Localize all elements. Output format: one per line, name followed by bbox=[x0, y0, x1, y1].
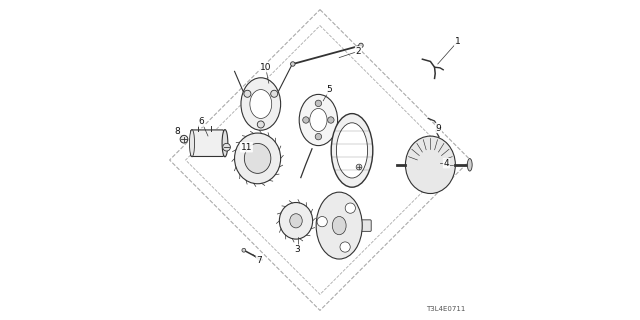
Text: 5: 5 bbox=[327, 85, 332, 94]
Ellipse shape bbox=[241, 78, 280, 130]
Text: 6: 6 bbox=[199, 117, 204, 126]
Ellipse shape bbox=[235, 133, 281, 184]
Circle shape bbox=[345, 203, 355, 213]
Ellipse shape bbox=[250, 90, 272, 118]
Circle shape bbox=[242, 248, 246, 252]
Text: 9: 9 bbox=[436, 124, 441, 132]
Ellipse shape bbox=[332, 217, 346, 235]
Text: 1: 1 bbox=[455, 37, 460, 46]
Circle shape bbox=[328, 117, 334, 123]
Text: 7: 7 bbox=[257, 256, 262, 265]
Ellipse shape bbox=[332, 114, 372, 187]
Circle shape bbox=[180, 135, 188, 143]
Circle shape bbox=[291, 62, 295, 66]
Ellipse shape bbox=[406, 136, 456, 194]
Circle shape bbox=[257, 121, 264, 128]
Ellipse shape bbox=[300, 94, 338, 146]
Circle shape bbox=[359, 43, 364, 48]
Ellipse shape bbox=[316, 192, 362, 259]
Text: 8: 8 bbox=[175, 127, 180, 136]
Circle shape bbox=[315, 100, 321, 107]
Text: 10: 10 bbox=[260, 63, 271, 72]
Circle shape bbox=[317, 217, 327, 227]
Text: 11: 11 bbox=[241, 143, 252, 152]
Circle shape bbox=[340, 242, 350, 252]
Ellipse shape bbox=[310, 108, 327, 132]
Circle shape bbox=[223, 143, 230, 151]
Circle shape bbox=[303, 117, 309, 123]
Circle shape bbox=[271, 90, 278, 97]
Circle shape bbox=[356, 164, 362, 170]
Text: 4: 4 bbox=[444, 159, 449, 168]
Ellipse shape bbox=[467, 159, 472, 171]
Circle shape bbox=[244, 90, 251, 97]
FancyBboxPatch shape bbox=[360, 220, 371, 231]
Text: 2: 2 bbox=[356, 47, 361, 56]
Ellipse shape bbox=[280, 203, 312, 239]
Ellipse shape bbox=[290, 214, 302, 228]
Ellipse shape bbox=[189, 130, 195, 157]
FancyBboxPatch shape bbox=[191, 130, 224, 156]
Ellipse shape bbox=[337, 123, 367, 178]
Circle shape bbox=[315, 133, 321, 140]
Ellipse shape bbox=[222, 130, 228, 157]
Ellipse shape bbox=[244, 143, 271, 173]
Text: T3L4E0711: T3L4E0711 bbox=[426, 306, 466, 312]
Text: 3: 3 bbox=[295, 245, 300, 254]
